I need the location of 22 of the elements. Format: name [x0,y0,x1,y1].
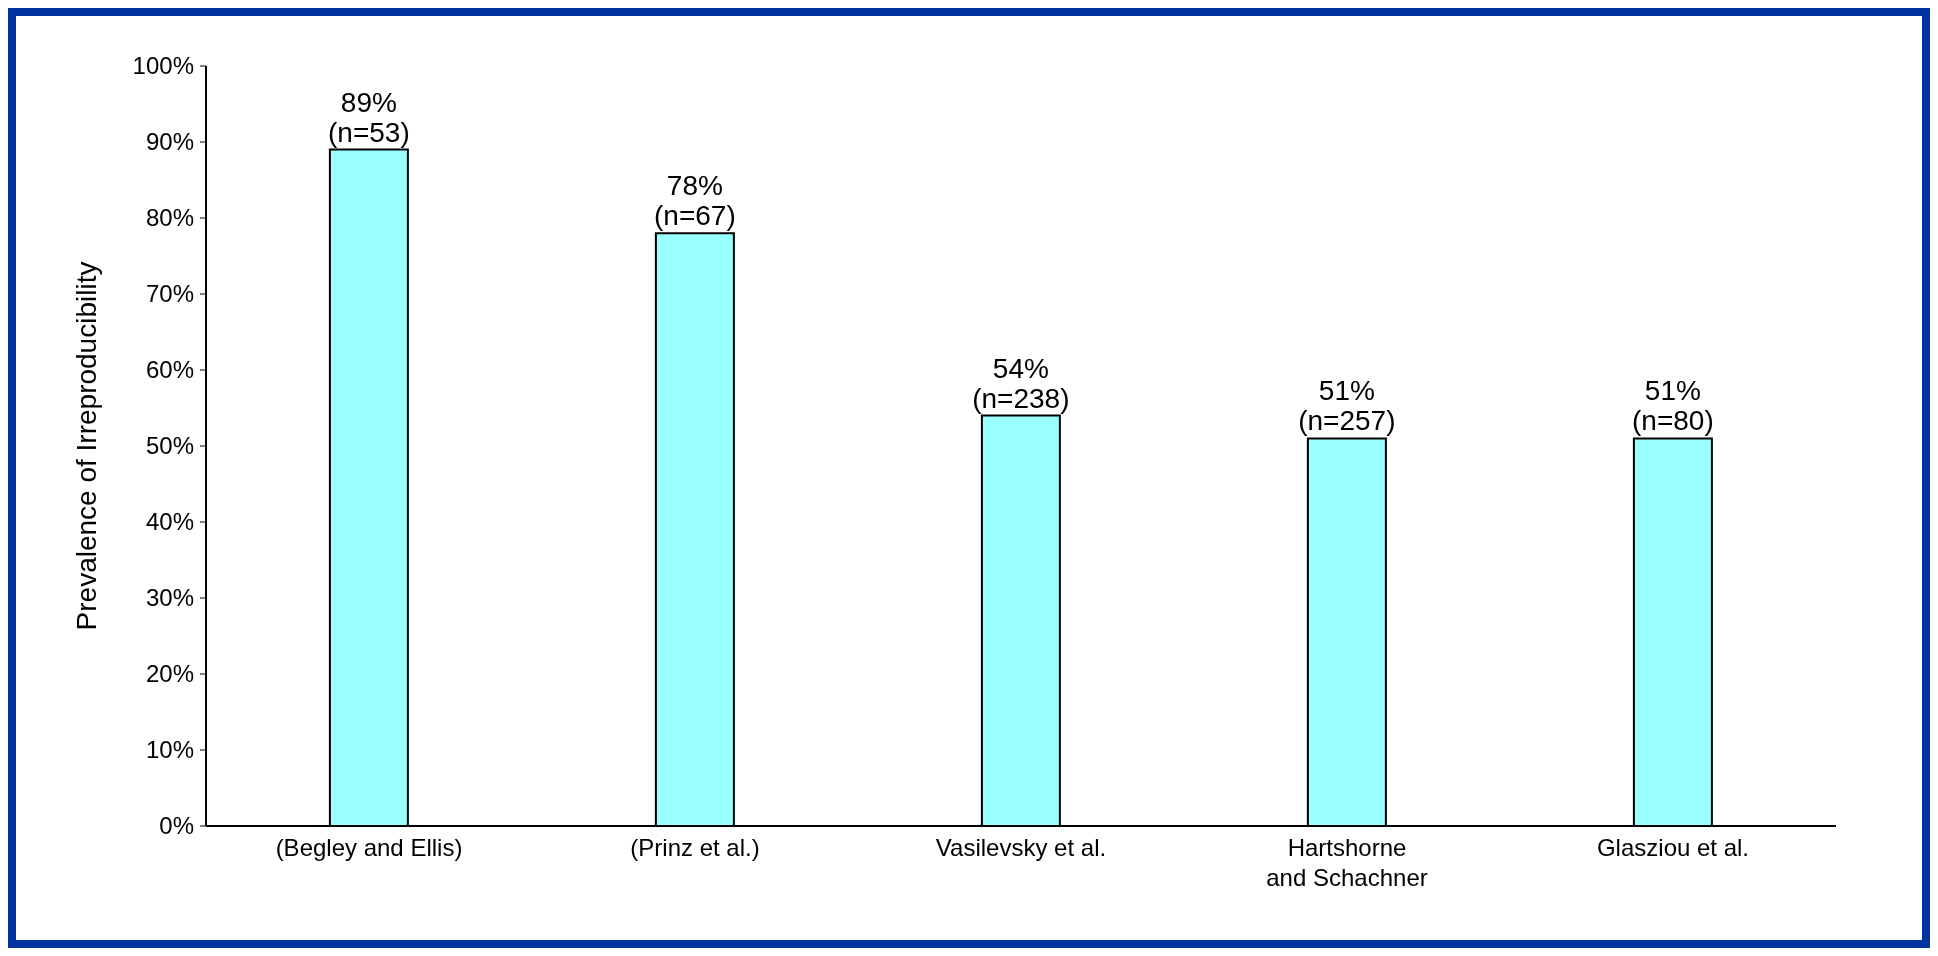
y-tick-label: 70% [145,280,194,307]
x-tick-label: Vasilevsky et al. [935,834,1107,861]
y-tick-label: 50% [145,432,194,459]
y-axis-title: Prevalence of Irreproducibility [70,261,102,631]
y-tick-label: 60% [145,356,194,383]
x-tick-label: Hartshorne and Schachner [1266,834,1428,891]
x-tick-label: Glasziou et al. [1596,834,1750,861]
data-label: 89% (n=53) [328,86,410,148]
data-label: 78% (n=67) [654,170,736,232]
x-tick-label: (Begley and Ellis) [275,834,463,861]
x-tick-label: (Prinz et al.) [630,834,760,861]
y-tick-label: 0% [159,812,194,839]
y-tick-label: 40% [145,508,194,535]
y-tick-label: 30% [145,584,194,611]
y-tick-label: 90% [145,128,194,155]
data-label: 51% (n=80) [1632,375,1714,437]
y-tick-label: 20% [145,660,194,687]
y-tick-label: 80% [145,204,194,231]
data-label: 54% (n=238) [972,352,1070,414]
y-tick-label: 100% [132,52,194,79]
data-label: 51% (n=257) [1298,375,1396,437]
y-tick-label: 10% [145,736,194,763]
